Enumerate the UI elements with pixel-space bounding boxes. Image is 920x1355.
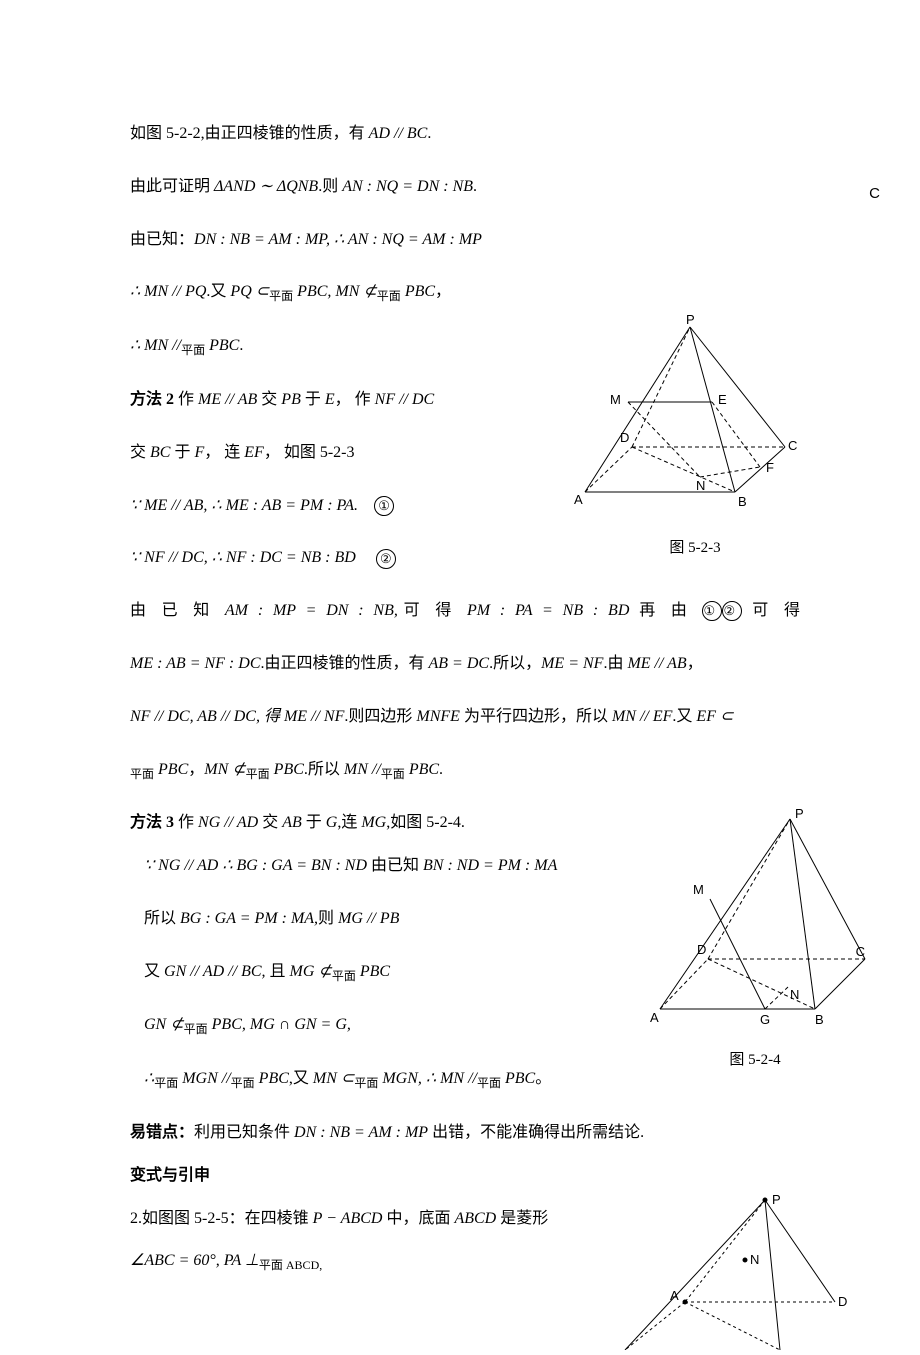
- stray-c-label: C: [869, 185, 880, 202]
- svg-text:A: A: [670, 1288, 679, 1303]
- svg-text:E: E: [718, 392, 727, 407]
- text-line: 如图 5-2-2,由正四棱锥的性质，有 AD // BC.: [130, 120, 800, 149]
- svg-text:A: A: [650, 1010, 659, 1025]
- svg-text:N: N: [790, 987, 799, 1002]
- circled-2: ②: [376, 549, 396, 569]
- svg-text:F: F: [766, 460, 774, 475]
- section-heading: 变式与引申: [130, 1162, 800, 1191]
- svg-text:B: B: [738, 494, 747, 509]
- svg-text:N: N: [750, 1252, 759, 1267]
- svg-text:P: P: [772, 1192, 781, 1207]
- text-line: 由 已 知 AM : MP = DN : NB,可 得 PM : PA = NB…: [130, 597, 800, 626]
- figure-5-2-4: P M D C N A G B 图 5-2-4: [640, 804, 870, 1069]
- circled-2: ②: [722, 601, 742, 621]
- svg-text:G: G: [760, 1012, 770, 1027]
- figure-5-2-3: P M E D C F N A B 图 5-2-3: [560, 312, 830, 557]
- svg-text:C: C: [788, 438, 797, 453]
- svg-text:P: P: [795, 806, 804, 821]
- svg-text:A: A: [574, 492, 583, 507]
- svg-text:D: D: [620, 430, 629, 445]
- text-line: 由已知：DN : NB = AM : MP, ∴ AN : NQ = AM : …: [130, 226, 800, 255]
- svg-text:B: B: [815, 1012, 824, 1027]
- circled-1: ①: [702, 601, 722, 621]
- text-line: 平面 PBC，MN ⊄平面 PBC.所以 MN //平面 PBC.: [130, 756, 800, 786]
- figure-5-2-5: P N A D: [610, 1190, 850, 1355]
- svg-text:D: D: [838, 1294, 847, 1309]
- figure-caption: 图 5-2-3: [560, 536, 830, 557]
- text-line: 易错点：利用已知条件 DN : NB = AM : MP 出错，不能准确得出所需…: [130, 1119, 800, 1148]
- text-line: ∴ MN // PQ.又 PQ ⊂平面 PBC, MN ⊄平面 PBC，: [130, 278, 800, 308]
- figure-caption: 图 5-2-4: [640, 1048, 870, 1069]
- svg-text:M: M: [693, 882, 704, 897]
- text-line: ∴平面 MGN //平面 PBC,又 MN ⊂平面 MGN, ∴ MN //平面…: [130, 1065, 800, 1095]
- svg-text:M: M: [610, 392, 621, 407]
- svg-text:D: D: [697, 942, 706, 957]
- circled-1: ①: [374, 496, 394, 516]
- svg-text:C: C: [856, 944, 865, 959]
- text-line: ME : AB = NF : DC.由正四棱锥的性质，有 AB = DC.所以，…: [130, 650, 800, 679]
- svg-text:N: N: [696, 478, 705, 493]
- svg-text:P: P: [686, 312, 695, 327]
- text-line: NF // DC, AB // DC, 得 ME // NF.则四边形 MNFE…: [130, 703, 800, 732]
- text-line: 由此可证明 ΔAND ∼ ΔQNB.则 AN : NQ = DN : NB.: [130, 173, 800, 202]
